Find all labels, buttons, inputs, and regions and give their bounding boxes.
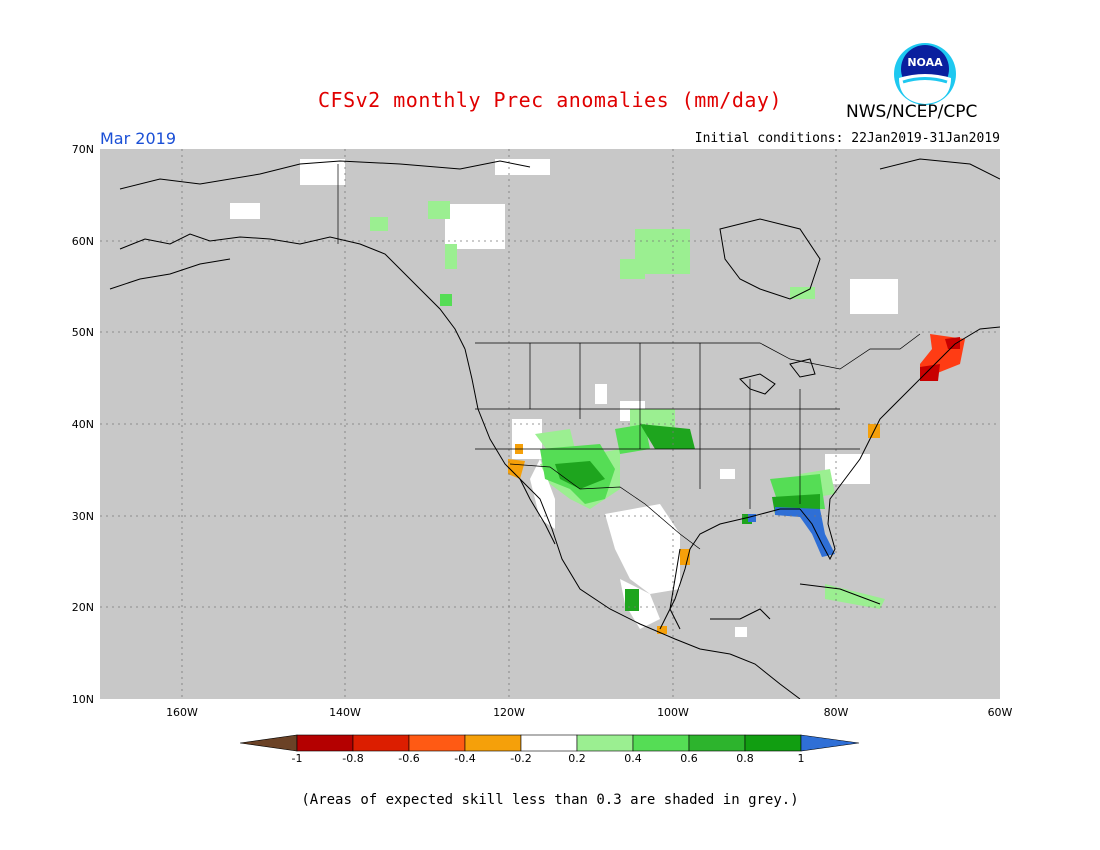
- colorbar-label-neg04: -0.4: [454, 752, 476, 765]
- colorbar-label-1: 1: [797, 752, 805, 765]
- lat-label-10n: 10N: [71, 693, 94, 706]
- near-zero-anomaly-areas: [230, 159, 898, 637]
- colorbar-cell-7: [632, 734, 690, 752]
- lon-label-140w: 140W: [329, 706, 361, 719]
- lon-label-120w: 120W: [493, 706, 525, 719]
- lon-label-160w: 160W: [166, 706, 198, 719]
- colorbar-cell-2: [352, 734, 410, 752]
- colorbar-label-04: 0.4: [624, 752, 642, 765]
- lat-label-50n: 50N: [71, 326, 94, 339]
- colorbar-cell-below-neg1: [240, 734, 298, 752]
- svg-text:NOAA: NOAA: [907, 56, 943, 69]
- agency-label: NWS/NCEP/CPC: [846, 102, 978, 122]
- colorbar-label-neg02: -0.2: [510, 752, 532, 765]
- forecast-month: Mar 2019: [100, 129, 176, 148]
- lat-label-30n: 30N: [71, 510, 94, 523]
- lon-label-80w: 80W: [823, 706, 849, 719]
- noaa-logo: NOAA: [893, 42, 957, 106]
- map-title: CFSv2 monthly Prec anomalies (mm/day): [317, 88, 783, 112]
- initial-conditions: Initial conditions: 22Jan2019-31Jan2019: [694, 131, 1000, 146]
- colorbar-label-06: 0.6: [680, 752, 698, 765]
- colorbar-cell-6: [576, 734, 634, 752]
- lat-label-60n: 60N: [71, 235, 94, 248]
- colorbar-cell-3: [408, 734, 466, 752]
- colorbar-cell-9: [744, 734, 802, 752]
- colorbar: [240, 734, 860, 752]
- colorbar-cell-1: [296, 734, 354, 752]
- colorbar-cell-5: [520, 734, 578, 752]
- colorbar-label-08: 0.8: [736, 752, 754, 765]
- lat-label-70n: 70N: [71, 143, 94, 156]
- lon-label-60w: 60W: [987, 706, 1013, 719]
- blue-anomaly-areas: [748, 507, 835, 557]
- colorbar-label-02: 0.2: [568, 752, 586, 765]
- colorbar-label-neg1: -1: [291, 752, 303, 765]
- lon-label-100w: 100W: [657, 706, 689, 719]
- colorbar-cell-above-1: [800, 734, 860, 752]
- lat-label-20n: 20N: [71, 601, 94, 614]
- colorbar-label-neg06: -0.6: [398, 752, 420, 765]
- lat-label-40n: 40N: [71, 418, 94, 431]
- precip-anomaly-map: [100, 149, 1000, 699]
- colorbar-cell-8: [688, 734, 746, 752]
- political-boundaries: [337, 164, 921, 550]
- coastlines: [109, 158, 1000, 699]
- colorbar-label-neg08: -0.8: [342, 752, 364, 765]
- colorbar-cell-4: [464, 734, 522, 752]
- skill-footnote: (Areas of expected skill less than 0.3 a…: [301, 792, 799, 808]
